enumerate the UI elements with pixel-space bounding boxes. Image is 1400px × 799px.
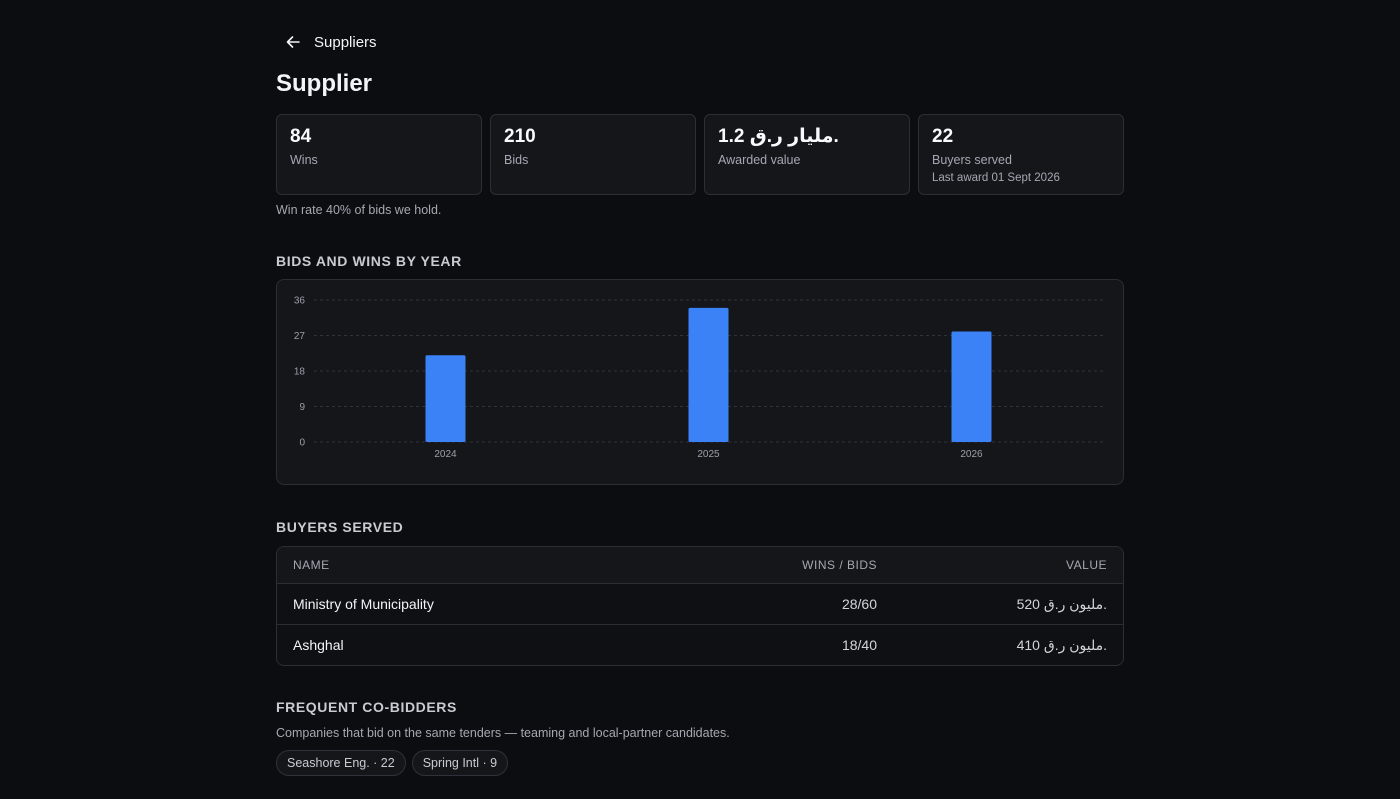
last-award-date: Last award 01 Sept 2026 [932,172,1060,184]
buyer-wins-bids: 28/60 [841,596,877,612]
chart-section-title: BIDS AND WINS BY YEAR [276,253,462,269]
table-row[interactable]: Ashghal 18/40 410 مليون ر.ق. [277,625,1123,665]
stat-label: Awarded value [718,153,801,167]
cobidders-description: Companies that bid on the same tenders —… [276,726,730,740]
cobidder-chip[interactable]: Spring Intl · 9 [411,750,509,776]
buyer-name: Ashghal [293,637,344,653]
back-link-label: Suppliers [314,33,377,51]
stat-value: 84 [290,126,312,147]
win-rate-note: Win rate 40% of bids we hold. [276,203,442,217]
stats-row: 84 Wins 210 Bids 1.2 مليار ر.ق. Awarded … [276,114,1124,195]
cobidder-chip[interactable]: Seashore Eng. · 22 [276,750,406,776]
buyer-name: Ministry of Municipality [293,596,434,612]
cobidders-section-title: FREQUENT CO-BIDDERS [276,699,457,715]
stat-card-wins: 84 Wins [276,114,482,195]
x-tick-label: 2026 [960,449,983,460]
y-tick-label: 18 [294,367,306,378]
buyers-section-title: BUYERS SERVED [276,519,404,535]
bids-wins-chart: 0 9 18 27 36 2024 2025 2026 [276,279,1124,485]
buyer-value: 520 مليون ر.ق. [1016,595,1107,612]
x-tick-label: 2024 [434,449,457,460]
arrow-left-icon [286,35,300,49]
stat-value: 22 [932,126,954,147]
y-tick-label: 9 [299,402,305,413]
buyer-wins-bids: 18/40 [841,637,877,653]
bar-2025 [688,307,729,442]
buyer-value: 410 مليون ر.ق. [1016,636,1107,653]
stat-card-awarded-value: 1.2 مليار ر.ق. Awarded value [704,114,910,195]
stat-value: 210 [504,126,536,147]
cobidder-chips: Seashore Eng. · 22 Spring Intl · 9 [276,750,509,776]
table-header: NAME WINS / BIDS VALUE [277,547,1123,584]
bar-2024 [425,355,466,442]
column-header-name[interactable]: NAME [293,558,330,572]
stat-label: Bids [504,153,529,167]
column-header-wins-bids[interactable]: WINS / BIDS [802,558,877,572]
bar-chart: 0 9 18 27 36 2024 2025 2026 [294,296,1103,460]
bar-2026 [951,331,992,442]
x-tick-label: 2025 [697,449,720,460]
y-tick-label: 0 [299,438,305,449]
y-tick-label: 36 [294,296,306,307]
stat-value: 1.2 مليار ر.ق. [718,126,839,147]
table-row[interactable]: Ministry of Municipality 28/60 520 مليون… [277,584,1123,625]
page-title: Supplier [276,70,373,97]
back-to-suppliers-link[interactable]: Suppliers [286,30,377,54]
column-header-value[interactable]: VALUE [1066,558,1107,572]
stat-label: Buyers served [932,153,1012,167]
stat-card-bids: 210 Bids [490,114,696,195]
stat-label: Wins [290,153,318,167]
buyers-table: NAME WINS / BIDS VALUE Ministry of Munic… [276,546,1124,666]
y-tick-label: 27 [294,331,306,342]
stat-card-buyers-served: 22 Buyers served Last award 01 Sept 2026 [918,114,1124,195]
